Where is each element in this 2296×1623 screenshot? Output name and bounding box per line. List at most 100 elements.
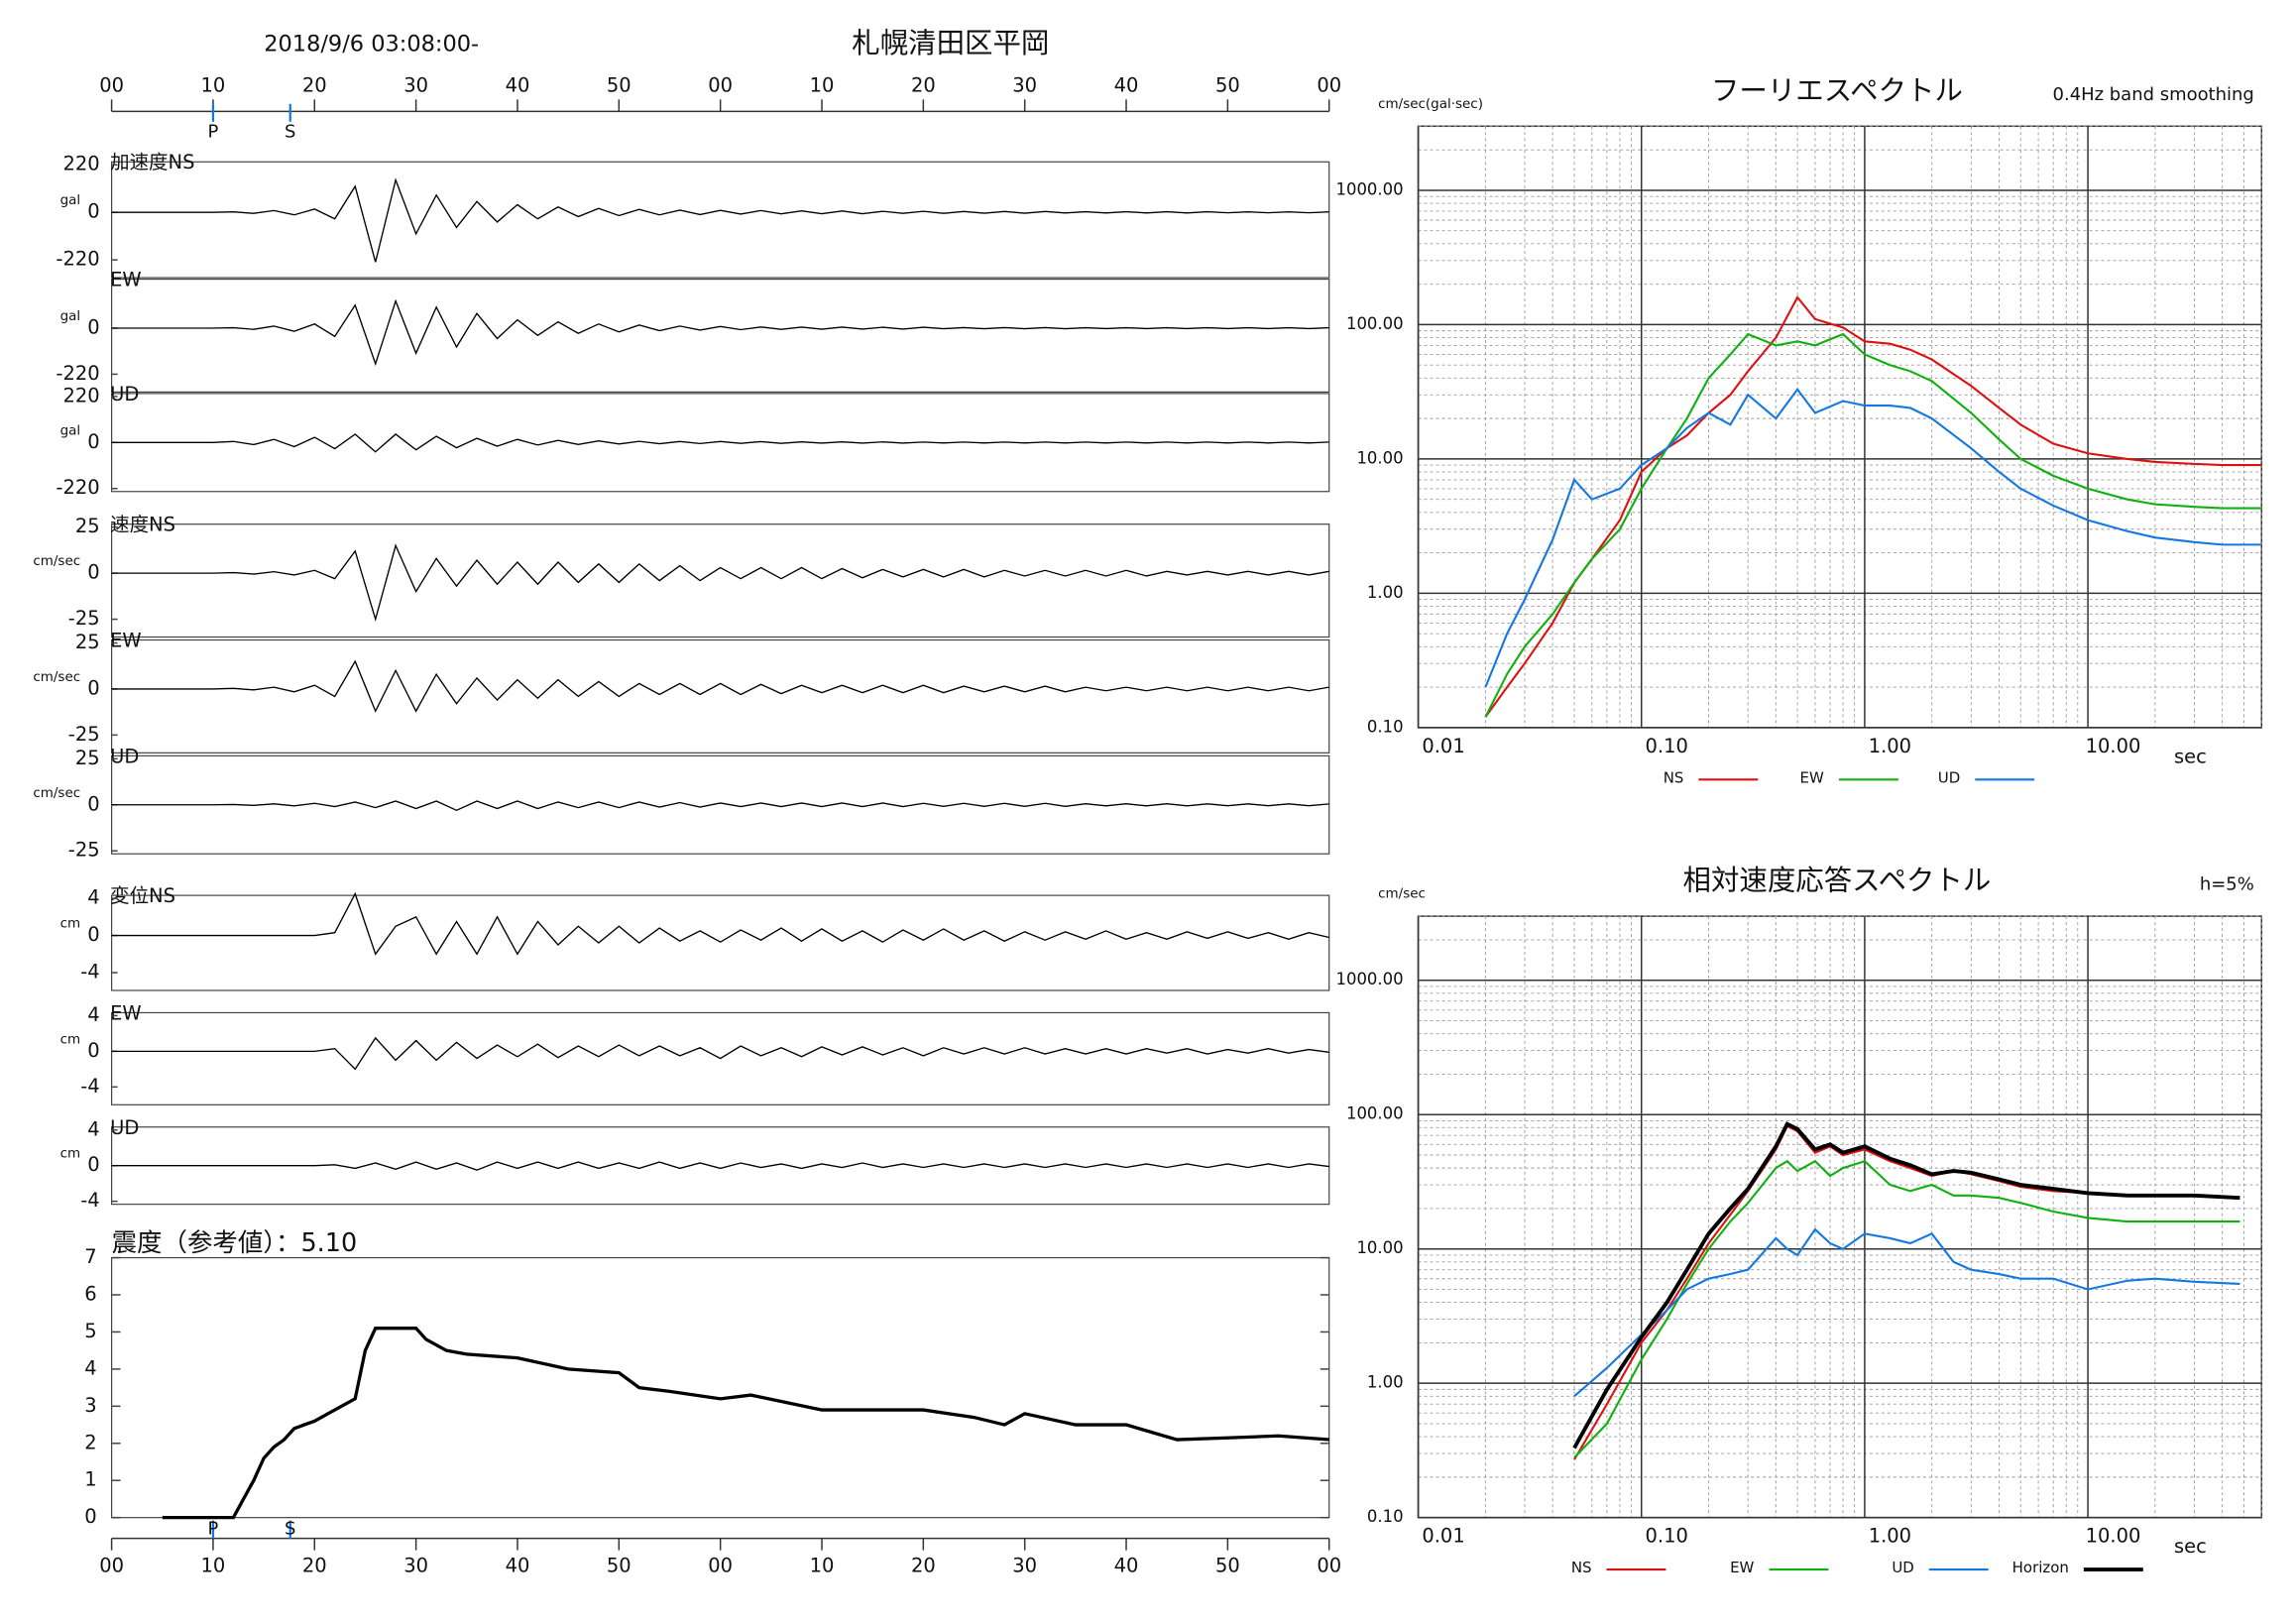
x-tick-label: 0.10	[1646, 735, 1688, 757]
y-tick-label: 0	[87, 430, 99, 453]
y-tick-label: 5	[84, 1320, 96, 1342]
legend-label: EW	[1799, 768, 1823, 786]
y-tick-label: 100.00	[1346, 1104, 1404, 1123]
y-tick-label: 3	[84, 1394, 96, 1417]
top-time-label: 20	[911, 73, 936, 96]
top-time-label: 10	[810, 73, 835, 96]
y-tick-label: -220	[56, 362, 99, 385]
spectrum-line	[1484, 387, 2262, 688]
x-tick-label: 0.10	[1646, 1525, 1688, 1548]
y-axis-label: cm/sec(gal·sec)	[1378, 96, 1483, 112]
trace-unit: cm	[60, 1031, 81, 1047]
bottom-time-label: 50	[607, 1555, 631, 1577]
spectrum-subtitle: 0.4Hz band smoothing	[2053, 84, 2254, 105]
top-time-label: 40	[506, 73, 530, 96]
bottom-time-label: 00	[99, 1555, 124, 1577]
phase-label: P	[208, 1519, 219, 1540]
y-tick-label: -4	[80, 1189, 99, 1212]
spectrum-title: フーリエスペクトル	[1711, 74, 1963, 107]
intensity-line	[162, 1327, 1329, 1520]
y-axis-label: cm/sec	[1378, 886, 1426, 902]
spectrum-title: 相対速度応答スペクトル	[1683, 865, 1992, 897]
trace-name: UD	[110, 745, 139, 767]
y-tick-label: 0	[87, 315, 99, 338]
y-tick-label: 0	[87, 561, 99, 584]
y-tick-label: 0	[87, 923, 99, 946]
spectrum-line	[1484, 294, 2262, 718]
y-tick-label: 25	[75, 631, 100, 653]
legend-label: NS	[1664, 768, 1684, 786]
x-tick-label: 1.00	[1869, 735, 1911, 757]
trace-name: 速度NS	[110, 514, 175, 536]
y-tick-label: 4	[87, 886, 99, 909]
phase-label: P	[208, 121, 219, 142]
trace-frame	[110, 894, 1330, 991]
trace-unit: gal	[60, 422, 81, 438]
trace-name: EW	[110, 269, 142, 291]
trace-unit: cm/sec	[33, 669, 80, 685]
top-time-label: 00	[99, 73, 124, 96]
trace-unit: cm/sec	[33, 553, 80, 569]
x-tick-label: 0.01	[1422, 735, 1464, 757]
bottom-time-label: 10	[201, 1555, 226, 1577]
y-tick-label: 0	[87, 792, 99, 815]
spectrum-subtitle: h=5%	[2200, 874, 2254, 895]
x-tick-label: 10.00	[2086, 1525, 2141, 1548]
plot-frame	[1417, 915, 2263, 1519]
bottom-time-label: 30	[403, 1555, 428, 1577]
y-tick-label: 1.00	[1367, 583, 1404, 602]
trace-unit: cm	[60, 1146, 81, 1162]
trace-name: EW	[110, 1001, 142, 1024]
y-tick-label: 220	[62, 384, 99, 406]
spectrum-line	[1484, 332, 2262, 718]
legend-label: UD	[1892, 1559, 1913, 1576]
bottom-time-label: 30	[1012, 1555, 1037, 1577]
top-time-label: 50	[607, 73, 631, 96]
waveform	[111, 1161, 1329, 1171]
bottom-time-label: 00	[1317, 1555, 1341, 1577]
spectrum-line	[1573, 1159, 2240, 1458]
y-tick-label: -25	[68, 607, 100, 630]
y-tick-label: 10.00	[1356, 1238, 1403, 1257]
waveform	[111, 800, 1329, 812]
legend-label: UD	[1938, 768, 1960, 786]
y-tick-label: 1000.00	[1335, 970, 1403, 988]
bottom-time-label: 50	[1215, 1555, 1240, 1577]
trace-frame	[110, 638, 1330, 754]
bottom-time-label: 00	[708, 1555, 733, 1577]
x-axis-label: sec	[2174, 1535, 2207, 1558]
y-tick-label: 220	[62, 153, 99, 175]
y-tick-label: 0	[87, 1153, 99, 1176]
waveform	[111, 177, 1329, 263]
bottom-time-label: 40	[506, 1555, 530, 1577]
trace-unit: gal	[60, 308, 81, 324]
x-axis-label: sec	[2174, 745, 2207, 767]
phase-label: S	[285, 121, 295, 142]
bottom-time-label: 20	[911, 1555, 936, 1577]
trace-frame	[110, 161, 1330, 279]
y-tick-label: 1000.00	[1335, 179, 1403, 198]
y-tick-label: 6	[84, 1283, 96, 1306]
intensity-frame	[110, 1256, 1330, 1519]
y-tick-label: 0.10	[1367, 717, 1404, 736]
station-title: 札幌清田区平岡	[852, 27, 1049, 59]
trace-frame	[110, 523, 1330, 638]
waveform	[111, 433, 1329, 453]
waveform	[111, 891, 1329, 956]
y-tick-label: 0	[87, 200, 99, 223]
phase-label: S	[285, 1519, 295, 1540]
y-tick-label: -4	[80, 1075, 99, 1098]
y-tick-label: 25	[75, 747, 100, 769]
waveform	[111, 543, 1329, 622]
intensity-title: 震度（参考値）：5.10	[112, 1228, 358, 1258]
bottom-time-label: 40	[1114, 1555, 1139, 1577]
y-tick-label: -220	[56, 248, 99, 271]
trace-unit: cm/sec	[33, 785, 80, 801]
y-tick-label: 2	[84, 1431, 96, 1453]
trace-frame	[110, 1011, 1330, 1105]
x-tick-label: 1.00	[1869, 1525, 1911, 1548]
top-time-label: 00	[1317, 73, 1341, 96]
y-tick-label: 4	[87, 1003, 99, 1026]
plot-frame	[1417, 125, 2263, 729]
